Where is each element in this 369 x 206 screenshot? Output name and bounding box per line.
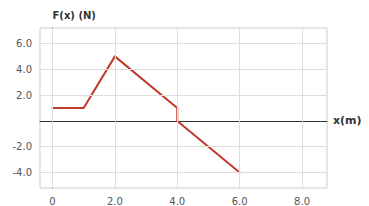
svg-text:6.0: 6.0	[232, 196, 248, 206]
svg-text:4.0: 4.0	[169, 196, 185, 206]
svg-text:0: 0	[49, 196, 55, 206]
svg-text:2.0: 2.0	[107, 196, 123, 206]
svg-text:x(m): x(m)	[333, 114, 362, 127]
svg-text:8.0: 8.0	[294, 196, 310, 206]
svg-text:6.0: 6.0	[16, 38, 32, 49]
svg-text:4.0: 4.0	[16, 64, 32, 75]
svg-text:2.0: 2.0	[16, 90, 32, 101]
svg-text:F(x) (N): F(x) (N)	[52, 10, 95, 21]
svg-text:-4.0: -4.0	[12, 167, 32, 178]
svg-text:-2.0: -2.0	[12, 141, 32, 152]
